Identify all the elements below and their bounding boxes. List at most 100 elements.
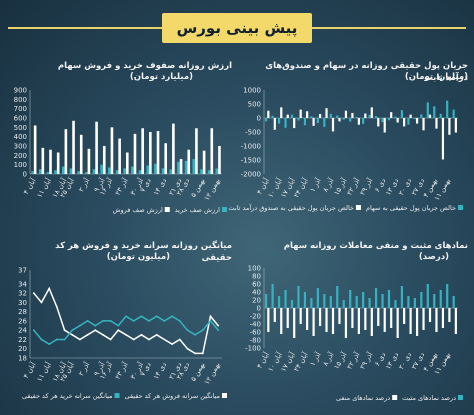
legend-label: میانگین سرانه خرید هر کد حقیقی (22, 392, 113, 400)
bar (422, 118, 425, 131)
bar (420, 114, 423, 118)
point (48, 287, 51, 290)
x-tick-label: ۱۴ دی (152, 361, 168, 381)
legend-label: میانگین سرانه فروش هر کد حقیقی (125, 392, 220, 400)
bar (41, 147, 45, 174)
x-tick-label: ۲۳ آذر (113, 176, 130, 197)
point (109, 338, 112, 341)
bar (33, 125, 37, 174)
bar (265, 294, 268, 308)
bar (349, 118, 352, 122)
legend-swatch (392, 395, 398, 400)
bar (318, 114, 322, 118)
bar (273, 308, 276, 322)
y-tick-label: 0 (257, 115, 261, 123)
bar (184, 160, 188, 174)
bar (368, 298, 371, 308)
bar (403, 118, 406, 127)
bar (420, 292, 423, 308)
point (201, 329, 204, 332)
y-tick-label: 20 (18, 345, 27, 353)
y-tick-label: 80 (252, 273, 261, 281)
bar (141, 128, 144, 174)
bar (286, 114, 289, 118)
chart-subtitle: (میلیون تومان) (106, 252, 170, 262)
bar (446, 100, 449, 118)
point (63, 338, 66, 341)
x-tick-label: ۱ آذر (308, 350, 324, 368)
y-tick-label: 1000 (243, 87, 261, 95)
bar (351, 308, 354, 328)
bar (72, 120, 75, 174)
bar (390, 112, 393, 118)
bar (195, 128, 198, 174)
bar (364, 113, 367, 118)
bar (108, 167, 111, 174)
bar (202, 150, 206, 174)
legend-swatch (114, 393, 120, 398)
bar (446, 284, 449, 308)
point (94, 329, 97, 332)
legend-swatch (164, 207, 170, 212)
bar (271, 115, 274, 118)
bar (297, 118, 300, 121)
bar (428, 308, 432, 322)
point (94, 324, 97, 327)
legend-label: ارزش صف فروش (113, 206, 163, 214)
legend-swatch (222, 393, 227, 398)
x-tick-label: ۱۴ دی (152, 177, 168, 197)
chart-title: جریان پول حقیقی روزانه در سهام و صندوق‌ه… (265, 61, 468, 83)
bar (284, 118, 287, 128)
x-tick-label: ۲ آذر (76, 360, 92, 378)
point (55, 306, 58, 308)
legend-swatch (458, 205, 463, 210)
bar (31, 171, 34, 174)
bar (374, 288, 378, 308)
bar (273, 118, 276, 130)
y-tick-label: 100 (248, 265, 261, 273)
x-tick-label: ۲ آذر (76, 176, 92, 194)
chart-subtitle: (درصد) (418, 252, 449, 262)
bar (400, 110, 404, 118)
bar (407, 118, 410, 125)
bar (316, 118, 319, 124)
bar (342, 118, 345, 120)
y-tick-label: -1500 (241, 157, 261, 165)
bar (396, 308, 399, 338)
bar (448, 118, 451, 135)
bar (210, 128, 214, 174)
point (125, 315, 127, 318)
bar (422, 308, 425, 330)
y-tick-label: 700 (14, 105, 27, 113)
y-tick-label: -500 (245, 129, 261, 137)
y-tick-label: 18 (18, 355, 27, 363)
bar (357, 308, 360, 334)
bar (377, 118, 380, 127)
bar (299, 109, 302, 118)
bar (187, 149, 191, 174)
point (102, 320, 104, 322)
bar (433, 294, 436, 308)
y-tick-label: 40 (252, 289, 261, 297)
y-tick-label: 800 (14, 96, 27, 104)
bar (79, 134, 83, 174)
bar (357, 118, 360, 125)
y-tick-label: 60 (252, 281, 261, 289)
bar (46, 172, 50, 174)
bar (303, 292, 307, 308)
bar (149, 132, 152, 174)
bar (312, 308, 315, 336)
bar (381, 294, 384, 308)
chart-subtitle: (میلیارد تومان) (129, 72, 193, 82)
bar (77, 171, 80, 174)
point (71, 333, 74, 336)
point (209, 320, 212, 322)
point (217, 324, 220, 327)
point (55, 338, 58, 341)
legend-label: خالص جریان پول حقیقی به سهام (366, 204, 456, 212)
bar (355, 116, 358, 118)
point (132, 338, 135, 341)
bar (351, 112, 354, 118)
bar (428, 114, 432, 118)
